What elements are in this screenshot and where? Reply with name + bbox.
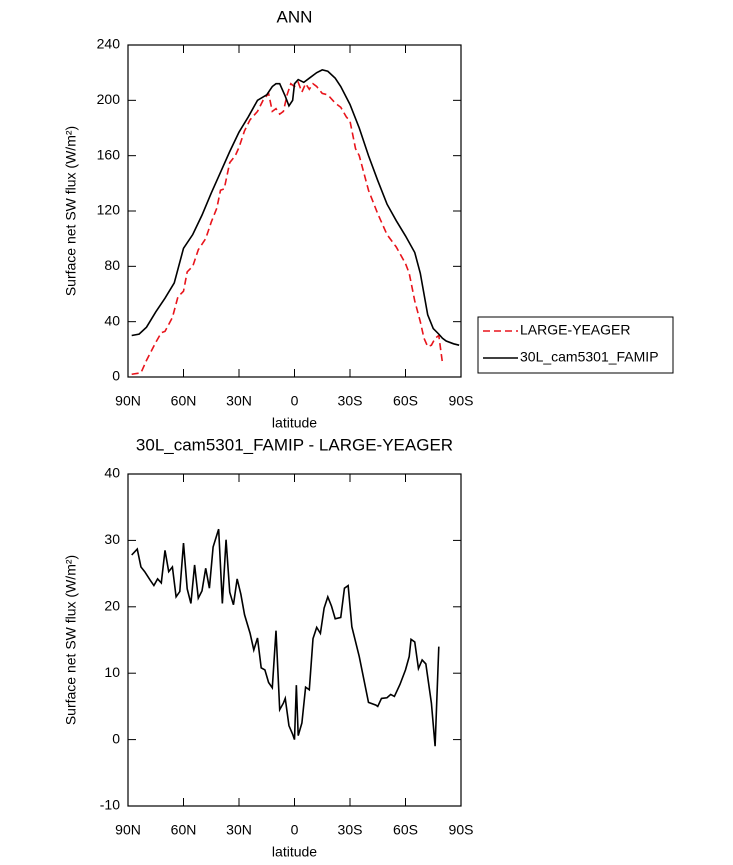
x-tick-label: 0 <box>291 393 299 409</box>
y-tick-label: 200 <box>97 91 121 107</box>
y-tick-label: 120 <box>97 202 121 218</box>
x-tick-label: 60N <box>171 393 197 409</box>
y-tick-label: 40 <box>104 465 120 481</box>
x-axis-label: latitude <box>272 844 317 860</box>
y-tick-label: 10 <box>104 664 120 680</box>
y-axis-label: Surface net SW flux (W/m²) <box>63 126 79 296</box>
y-tick-label: -10 <box>100 797 120 813</box>
legend-label: 30L_cam5301_FAMIP <box>520 349 659 365</box>
plot-frame <box>127 473 462 807</box>
x-tick-label: 60S <box>393 822 418 838</box>
x-tick-label: 90N <box>115 822 141 838</box>
x-tick-label: 90S <box>449 822 474 838</box>
y-tick-label: 240 <box>97 36 121 52</box>
y-tick-label: 0 <box>112 730 120 746</box>
x-tick-label: 30S <box>338 393 363 409</box>
y-tick-label: 40 <box>104 312 120 328</box>
x-axis-label: latitude <box>272 415 317 431</box>
y-tick-label: 160 <box>97 146 121 162</box>
y-tick-label: 30 <box>104 531 120 547</box>
y-tick-label: 20 <box>104 598 120 614</box>
data-line <box>131 69 460 346</box>
y-tick-label: 0 <box>112 368 120 384</box>
x-tick-label: 60N <box>171 822 197 838</box>
y-axis-label: Surface net SW flux (W/m²) <box>63 555 79 725</box>
x-tick-label: 60S <box>393 393 418 409</box>
x-tick-label: 0 <box>291 822 299 838</box>
plot-frame <box>127 44 462 378</box>
chart-title: ANN <box>277 7 313 26</box>
x-tick-label: 30N <box>226 393 252 409</box>
x-tick-label: 30N <box>226 822 252 838</box>
chart-title: 30L_cam5301_FAMIP - LARGE-YEAGER <box>136 435 453 454</box>
x-tick-label: 30S <box>338 822 363 838</box>
x-tick-label: 90S <box>449 393 474 409</box>
legend-box <box>477 316 674 374</box>
data-line <box>131 80 444 376</box>
x-tick-label: 90N <box>115 393 141 409</box>
y-tick-label: 80 <box>104 257 120 273</box>
legend-label: LARGE-YEAGER <box>520 322 630 338</box>
data-line <box>131 528 440 747</box>
